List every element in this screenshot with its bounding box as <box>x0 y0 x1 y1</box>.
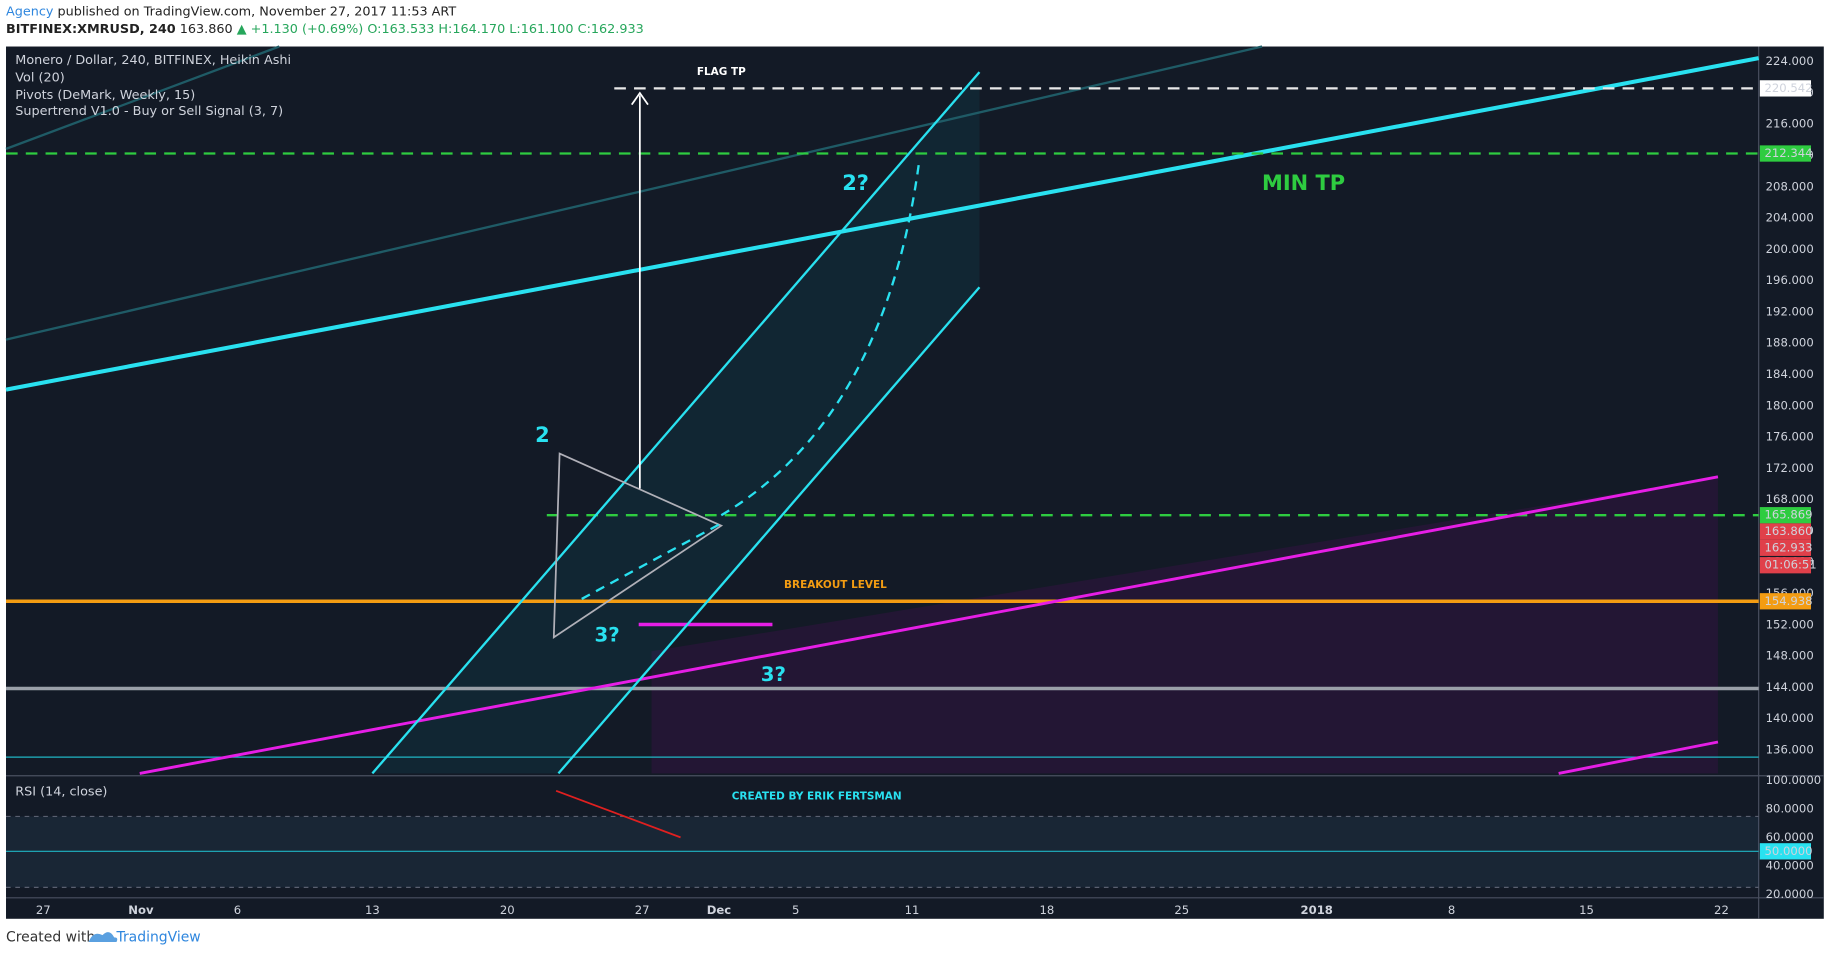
arrow-head <box>630 91 649 106</box>
price-tag-bg <box>1759 557 1812 574</box>
footer-created: Created with <box>6 929 95 945</box>
rsi-tag: 50.0000 <box>1764 844 1812 858</box>
price-tick: 184.000 <box>1766 367 1814 381</box>
time-tick: 5 <box>792 903 799 917</box>
price-tag: 162.933 <box>1764 540 1812 554</box>
time-tick: Dec <box>707 903 732 917</box>
time-tick: Nov <box>128 903 154 917</box>
price-tick: 152.000 <box>1766 617 1814 631</box>
legend-item: Pivots (DeMark, Weekly, 15) <box>15 88 195 103</box>
price-tick: 208.000 <box>1766 179 1814 193</box>
rsi-tick: 60.0000 <box>1766 830 1814 844</box>
price-tag: 01:06:51 <box>1764 558 1816 572</box>
price-tick: 168.000 <box>1766 492 1814 506</box>
time-tick: 18 <box>1040 903 1055 917</box>
rsi-label: RSI (14, close) <box>15 785 107 800</box>
price-tick: 148.000 <box>1766 649 1814 663</box>
time-tick: 20 <box>500 903 515 917</box>
time-tick: 25 <box>1174 903 1189 917</box>
projection <box>720 162 921 517</box>
time-tick: 6 <box>234 903 241 917</box>
price-tick: 180.000 <box>1766 398 1814 412</box>
symbol: BITFINEX:XMRUSD, 240 <box>6 22 176 37</box>
price-tick: 224.000 <box>1766 54 1814 68</box>
purple-zone <box>651 476 1718 774</box>
price-tag: 220.542 <box>1764 81 1812 95</box>
price-tag-bg <box>1759 145 1812 162</box>
legend-item: Monero / Dollar, 240, BITFINEX, Heikin A… <box>15 53 291 68</box>
channel-top <box>371 71 981 775</box>
rsi-tick: 40.0000 <box>1766 858 1814 872</box>
price-tick: 136.000 <box>1766 742 1814 756</box>
symbol-line: BITFINEX:XMRUSD, 240 163.860 ▲ +1.130 (+… <box>6 22 644 37</box>
brand-logo <box>88 932 118 943</box>
last: 163.860 <box>180 22 233 37</box>
price-tag-bg <box>1759 539 1812 556</box>
price-tick: 192.000 <box>1766 304 1814 318</box>
price-tag-bg <box>1759 507 1812 524</box>
close: C:162.933 <box>578 22 644 37</box>
time-tick: 27 <box>635 903 650 917</box>
price-tick: 144.000 <box>1766 680 1814 694</box>
time-tick: 22 <box>1714 903 1729 917</box>
annotation: FLAG TP <box>697 66 746 78</box>
trend-line <box>5 56 1760 392</box>
rsi-tag-bg <box>1759 843 1812 860</box>
annotation: 3? <box>594 624 619 647</box>
price-tag-bg <box>1759 523 1812 540</box>
price-tick: 140.000 <box>1766 711 1814 725</box>
magenta-line <box>139 475 1719 775</box>
faint-line <box>5 45 1263 341</box>
price-tick: 204.000 <box>1766 211 1814 225</box>
rsi-tick: 20.0000 <box>1766 887 1814 901</box>
time-tick: 13 <box>365 903 380 917</box>
time-tick: 8 <box>1448 903 1455 917</box>
price-tick: 188.000 <box>1766 336 1814 350</box>
legend-item: Supertrend V1.0 - Buy or Sell Signal (3,… <box>15 104 283 119</box>
annotation: MIN TP <box>1262 171 1345 195</box>
price-tick: 176.000 <box>1766 430 1814 444</box>
time-tick: 27 <box>36 903 51 917</box>
time-tick: 2018 <box>1301 903 1333 917</box>
legend-item: Vol (20) <box>15 70 64 85</box>
price-tick: 172.000 <box>1766 461 1814 475</box>
rsi-trend <box>555 790 681 839</box>
annotation: 3? <box>761 663 786 686</box>
price-tick: 216.000 <box>1766 117 1814 131</box>
triangle <box>552 452 724 639</box>
price-tag-bg <box>1759 593 1812 610</box>
price-tick: 200.000 <box>1766 242 1814 256</box>
price-tick: 196.000 <box>1766 273 1814 287</box>
footer-brand[interactable]: TradingView <box>115 929 200 945</box>
time-tick: 15 <box>1579 903 1594 917</box>
price-tag: 212.344 <box>1764 146 1812 160</box>
faint-line <box>5 45 280 150</box>
magenta-line <box>1558 740 1719 775</box>
author[interactable]: Agency <box>6 4 54 19</box>
change: ▲ +1.130 (+0.69%) <box>237 22 364 37</box>
annotation: BREAKOUT LEVEL <box>784 579 887 591</box>
price-tag: 165.869 <box>1764 508 1812 522</box>
triangle-dash <box>581 522 722 600</box>
chart-bg <box>6 46 1824 919</box>
channel-bottom <box>557 286 981 775</box>
published: published on TradingView.com, November 2… <box>58 4 457 19</box>
rsi-tick: 100.0000 <box>1766 773 1821 787</box>
header-line: Agency published on TradingView.com, Nov… <box>6 4 456 19</box>
price-tag: 163.860 <box>1764 524 1812 538</box>
price-tag-bg <box>1759 80 1812 97</box>
annotation: 2 <box>535 423 550 447</box>
time-tick: 11 <box>905 903 920 917</box>
low: L:161.100 <box>509 22 573 37</box>
annotation: CREATED BY ERIK FERTSMAN <box>732 791 902 803</box>
axes: 224.000220.000216.000212.000208.000204.0… <box>36 54 1821 917</box>
high: H:164.170 <box>438 22 505 37</box>
price-tag: 154.938 <box>1764 594 1812 608</box>
annotation: 2? <box>842 171 869 195</box>
rsi-tick: 80.0000 <box>1766 801 1814 815</box>
open: O:163.533 <box>367 22 434 37</box>
